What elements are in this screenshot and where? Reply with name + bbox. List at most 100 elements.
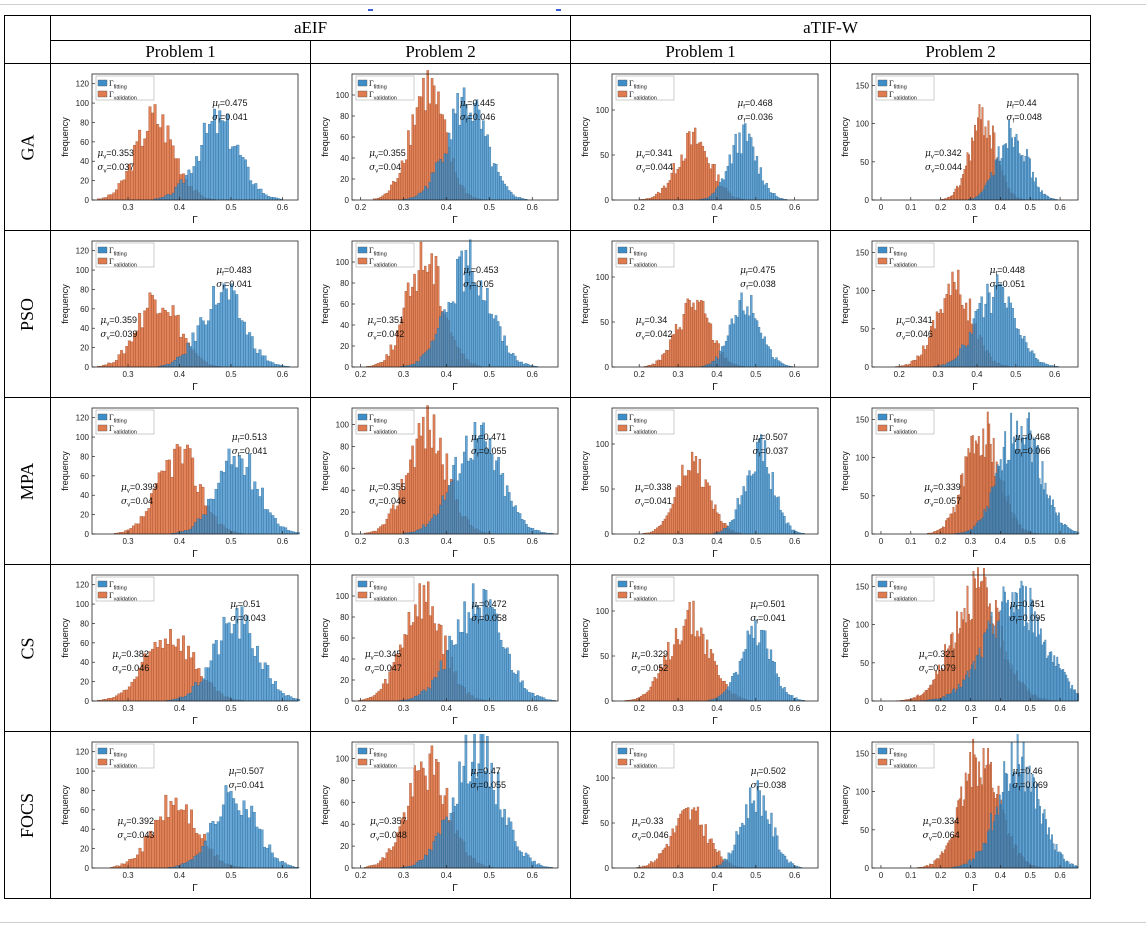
validation-bar bbox=[186, 645, 190, 702]
annotation-sigma-fitting: σf=0.058 bbox=[471, 613, 507, 626]
validation-bar bbox=[117, 354, 121, 368]
annotation-sigma-validation: σv=0.046 bbox=[631, 830, 668, 843]
validation-bar bbox=[939, 670, 942, 702]
validation-bar bbox=[379, 688, 382, 702]
validation-bar bbox=[971, 738, 974, 869]
fitting-bar bbox=[722, 691, 726, 702]
fitting-bar bbox=[193, 341, 197, 368]
x-tick-label: 0.6 bbox=[526, 704, 538, 713]
fitting-bar bbox=[765, 344, 768, 368]
legend-swatch-validation bbox=[97, 591, 107, 599]
legend-swatch-validation bbox=[357, 424, 367, 432]
x-tick-label: 0.6 bbox=[1054, 704, 1066, 713]
fitting-bar bbox=[1047, 498, 1049, 535]
fitting-bar bbox=[272, 857, 276, 869]
validation-bar bbox=[655, 527, 658, 535]
y-tick-label: 20 bbox=[340, 342, 349, 351]
fitting-bar bbox=[296, 699, 300, 702]
fitting-bar bbox=[708, 363, 712, 368]
x-tick-label: 0.6 bbox=[277, 370, 289, 379]
validation-bar bbox=[972, 453, 975, 535]
fitting-bar bbox=[777, 676, 780, 702]
validation-bar bbox=[962, 486, 965, 535]
x-tick-label: 0.1 bbox=[905, 203, 917, 212]
fitting-bar bbox=[481, 734, 484, 869]
x-tick-label: 0.3 bbox=[122, 704, 134, 713]
validation-series bbox=[96, 629, 244, 702]
legend-swatch-fitting bbox=[357, 79, 367, 87]
fitting-bar bbox=[449, 139, 452, 201]
fitting-bar bbox=[1057, 512, 1060, 535]
validation-bar bbox=[977, 436, 980, 535]
histogram-plot: 0.2 0.3 0.4 0.5 0.6050100frequencyΓΓfittingΓ… bbox=[580, 73, 818, 226]
x-tick-label: 0.4 bbox=[174, 203, 186, 212]
validation-bar bbox=[935, 858, 938, 869]
y-tick-label: 100 bbox=[75, 266, 89, 275]
fitting-bar bbox=[466, 460, 470, 535]
fitting-bar bbox=[1024, 342, 1027, 368]
validation-bar bbox=[678, 813, 682, 869]
validation-bar bbox=[923, 349, 926, 368]
fitting-bar bbox=[952, 359, 956, 368]
fitting-bar bbox=[738, 826, 742, 869]
validation-bar bbox=[417, 583, 421, 702]
validation-bar bbox=[950, 271, 954, 368]
fitting-bar bbox=[1040, 362, 1043, 368]
validation-bar bbox=[709, 838, 713, 869]
x-tick-label: 0.6 bbox=[1054, 537, 1066, 546]
fitting-bar bbox=[232, 624, 236, 702]
fitting-bar bbox=[976, 520, 979, 535]
problem-header: Problem 2 bbox=[830, 40, 1092, 64]
validation-bar bbox=[663, 847, 666, 869]
fitting-bar bbox=[1040, 644, 1043, 702]
fitting-bar bbox=[955, 689, 958, 702]
validation-bar bbox=[665, 515, 668, 535]
axes-frame bbox=[611, 574, 818, 702]
fitting-bar bbox=[501, 647, 504, 702]
fitting-bar bbox=[224, 288, 228, 368]
fitting-bar bbox=[199, 145, 203, 201]
fitting-bar bbox=[494, 460, 498, 535]
fitting-bar bbox=[744, 649, 747, 702]
fitting-bar bbox=[250, 648, 254, 702]
annotation-sigma-fitting: σf=0.066 bbox=[1014, 446, 1050, 459]
x-axis-label: Γ bbox=[192, 883, 198, 894]
fitting-bar bbox=[993, 285, 996, 368]
fitting-bar bbox=[283, 527, 287, 535]
validation-bar bbox=[124, 171, 128, 201]
fitting-bar bbox=[219, 640, 223, 702]
y-tick-label: 80 bbox=[340, 442, 349, 451]
fitting-bar bbox=[737, 132, 741, 201]
fitting-bar bbox=[227, 299, 231, 368]
validation-bar bbox=[109, 697, 113, 702]
fitting-bar bbox=[522, 688, 526, 702]
fitting-bar bbox=[994, 638, 997, 702]
fitting-bar bbox=[447, 132, 450, 201]
fitting-bar bbox=[216, 821, 220, 869]
fitting-series bbox=[920, 580, 1079, 702]
fitting-bar bbox=[753, 619, 757, 702]
x-tick-label: 0.6 bbox=[789, 370, 801, 379]
validation-bar bbox=[693, 127, 696, 201]
fitting-bar bbox=[263, 509, 267, 535]
fitting-bar bbox=[496, 171, 500, 201]
validation-bar bbox=[651, 530, 654, 535]
fitting-bar bbox=[443, 669, 447, 702]
validation-bar bbox=[698, 458, 701, 535]
validation-bar bbox=[153, 642, 157, 702]
fitting-bar bbox=[1044, 363, 1047, 368]
fitting-bar bbox=[742, 825, 745, 869]
fitting-bar bbox=[498, 176, 502, 201]
fitting-bar bbox=[1036, 359, 1039, 368]
fitting-bar bbox=[996, 464, 999, 535]
fitting-bar bbox=[479, 280, 482, 368]
validation-bar bbox=[930, 684, 933, 702]
x-tick-label: 0.4 bbox=[994, 537, 1006, 546]
fitting-bar bbox=[954, 692, 957, 702]
fitting-bar bbox=[1038, 806, 1041, 869]
fitting-bar bbox=[206, 667, 210, 702]
annotation-sigma-validation: σv=0.046 bbox=[112, 663, 149, 676]
fitting-bar bbox=[764, 810, 767, 869]
fitting-bar bbox=[438, 504, 442, 535]
fitting-bar bbox=[1044, 482, 1046, 535]
